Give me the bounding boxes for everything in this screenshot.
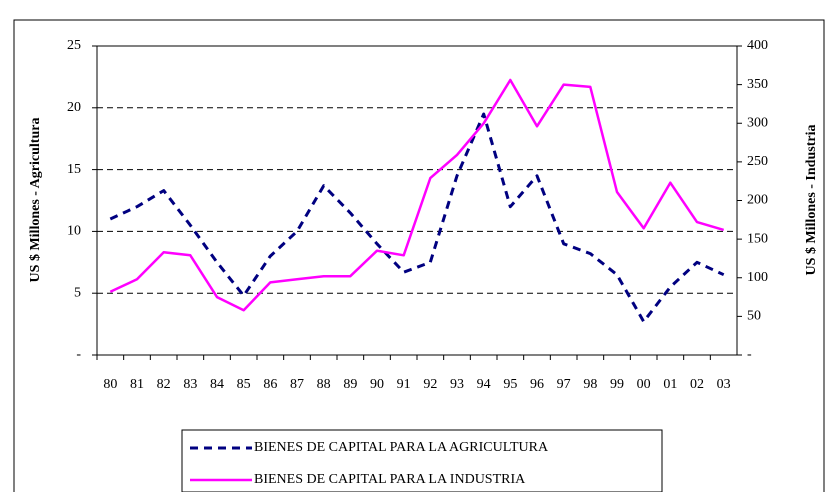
x-tick-label: 02 [690,377,704,392]
legend-box [181,429,663,492]
x-tick-label: 97 [557,377,571,392]
x-tick-label: 87 [290,377,304,392]
series-line [109,112,725,324]
x-tick-label: 90 [370,377,384,392]
x-tick-label: 85 [237,377,251,392]
x-tick-label: 84 [210,377,224,392]
y2-tick-label: 50 [747,309,761,324]
x-tick-label: 91 [397,377,411,392]
y-tick-label: 15 [67,162,81,177]
y-tick-label: 10 [67,224,81,239]
y2-tick-label: 300 [747,115,768,130]
y2-tick-label: 400 [747,38,768,53]
chart-border [13,19,825,492]
y2-tick-label: 350 [747,77,768,92]
x-tick-label: 81 [130,377,144,392]
y2-axis-title: US $ Millones - Industria [804,125,819,276]
y2-tick-label: 150 [747,231,768,246]
y-axis-title: US $ Millones - Agricultura [28,118,43,283]
x-tick-label: 96 [530,377,544,392]
x-tick-label: 01 [663,377,677,392]
x-tick-label: 80 [103,377,117,392]
y2-tick-label: 200 [747,193,768,208]
x-tick-label: 89 [343,377,357,392]
y-tick-label: 25 [67,38,81,53]
y-tick-label: - [76,347,81,362]
y-tick-label: 5 [74,285,81,300]
series-line [109,78,725,312]
x-tick-label: 95 [503,377,517,392]
x-tick-label: 86 [263,377,277,392]
x-tick-label: 94 [477,377,491,392]
legend-label: BIENES DE CAPITAL PARA LA AGRICULTURA [254,440,549,455]
x-tick-label: 82 [157,377,171,392]
y-tick-label: 20 [67,100,81,115]
y2-tick-label: 250 [747,154,768,169]
x-tick-label: 99 [610,377,624,392]
x-tick-label: 00 [637,377,651,392]
x-tick-label: 83 [183,377,197,392]
x-tick-label: 93 [450,377,464,392]
x-tick-label: 92 [423,377,437,392]
y2-tick-label: 100 [747,270,768,285]
legend-label: BIENES DE CAPITAL PARA LA INDUSTRIA [254,472,526,487]
x-tick-label: 98 [583,377,597,392]
x-tick-label: 88 [317,377,331,392]
y2-tick-label: - [747,347,752,362]
x-tick-label: 03 [717,377,731,392]
